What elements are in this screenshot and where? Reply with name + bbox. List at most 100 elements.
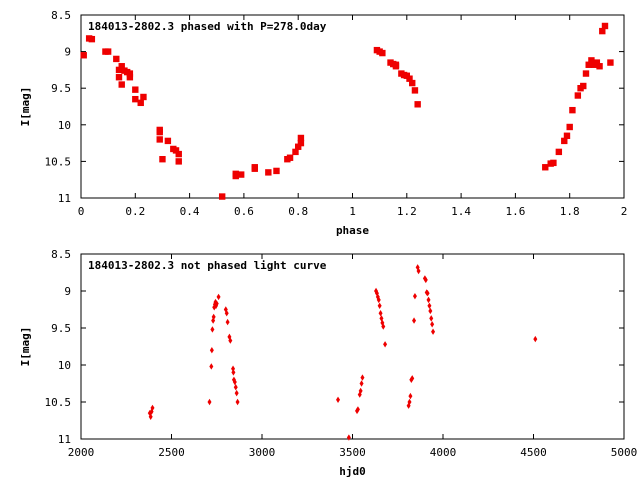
x-tick-label: 2500 (158, 446, 185, 459)
y-axis-label: I[mag] (19, 327, 32, 367)
data-point (429, 315, 434, 322)
data-point (359, 380, 364, 387)
data-point (235, 398, 240, 406)
data-point (232, 172, 239, 180)
data-point (377, 302, 382, 309)
data-point (409, 79, 416, 87)
data-point (126, 74, 134, 81)
x-tick-label: 0.8 (288, 205, 308, 218)
plot-frame (80, 14, 625, 199)
data-point (410, 375, 415, 382)
data-point (599, 27, 606, 35)
data-point (431, 328, 436, 335)
data-point (378, 310, 383, 317)
x-tick-label: 1.8 (560, 205, 580, 218)
data-point (383, 341, 388, 348)
data-point (237, 171, 245, 178)
y-tick-label: 8.5 (51, 9, 71, 22)
data-point (156, 128, 163, 136)
data-point (593, 59, 601, 66)
data-point (427, 302, 432, 309)
chart-panel-phased: 0 0.2 0.4 0.6 0.8 1 1.2 1.4 1.6 1.8 2 8.5 9 9.5 10 10.5… (19, 9, 627, 237)
x-tick-label: 2000 (68, 446, 95, 459)
data-point (533, 335, 538, 343)
data-point (430, 321, 435, 328)
data-point (555, 148, 563, 156)
data-point (376, 296, 381, 304)
data-point (140, 93, 147, 101)
x-tick-label: 0 (78, 205, 85, 218)
data-point (588, 57, 595, 64)
data-point (225, 318, 230, 326)
data-point (381, 323, 386, 330)
data-point (392, 63, 400, 70)
data-point (175, 158, 182, 165)
data-point (411, 87, 419, 94)
data-point (607, 59, 614, 66)
data-point (148, 413, 153, 420)
data-point (358, 387, 363, 395)
x-tick-label: 3000 (249, 446, 276, 459)
data-point (156, 136, 163, 143)
data-point (115, 66, 123, 74)
data-point (88, 35, 96, 43)
data-point (159, 156, 166, 163)
data-point (563, 132, 571, 139)
y-tick-label: 11 (58, 192, 71, 205)
data-point (228, 337, 233, 344)
data-point (379, 49, 386, 57)
data-point (561, 137, 568, 145)
y-tick-label: 10.5 (45, 396, 72, 409)
y-axis-label: I[mag] (19, 87, 32, 127)
data-point (423, 276, 428, 284)
series-points (147, 264, 538, 441)
data-point (574, 92, 582, 99)
data-point (273, 167, 280, 175)
data-point (224, 310, 229, 317)
data-point (132, 86, 139, 93)
data-point (175, 150, 182, 158)
data-point (297, 139, 305, 147)
x-tick-label: 4500 (520, 446, 547, 459)
data-point (406, 75, 413, 82)
x-tick-label: 3500 (339, 446, 366, 459)
chart-panel-unphased: 2000 2500 3000 3500 4000 4500 5000 8.5 9 9.5 10 10.… (19, 248, 637, 478)
data-point (214, 300, 219, 307)
x-tick-label: 1.2 (397, 205, 417, 218)
data-point (580, 82, 587, 90)
data-point (172, 147, 180, 154)
series-points (80, 22, 614, 200)
plot-frame (80, 253, 625, 440)
data-point (233, 384, 238, 391)
y-tick-label: 10 (58, 119, 71, 132)
x-tick-label: 2 (621, 205, 628, 218)
data-point (414, 101, 421, 108)
data-point (80, 52, 87, 59)
x-tick-label: 0.4 (180, 205, 200, 218)
y-tick-label: 10.5 (45, 155, 72, 168)
data-point (115, 74, 123, 81)
data-point (407, 398, 412, 406)
data-point (126, 70, 134, 77)
data-point (408, 392, 413, 400)
data-point (231, 369, 236, 376)
data-point (118, 81, 125, 88)
data-point (104, 48, 112, 55)
data-point (286, 154, 294, 161)
data-point (132, 95, 139, 103)
y-tick-label: 9 (64, 285, 71, 298)
data-point (295, 143, 302, 150)
x-tick-label: 0.2 (125, 205, 145, 218)
x-tick-label: 1.6 (505, 205, 525, 218)
data-point (211, 313, 216, 321)
data-point (346, 434, 351, 441)
chart-title: 184013-2802.3 not phased light curve (88, 259, 327, 272)
data-point (207, 398, 212, 406)
data-point (425, 290, 430, 297)
data-point (216, 293, 221, 301)
x-tick-label: 1 (349, 205, 356, 218)
data-point (566, 123, 573, 131)
data-point (297, 134, 305, 142)
y-tick-label: 9 (64, 46, 71, 59)
